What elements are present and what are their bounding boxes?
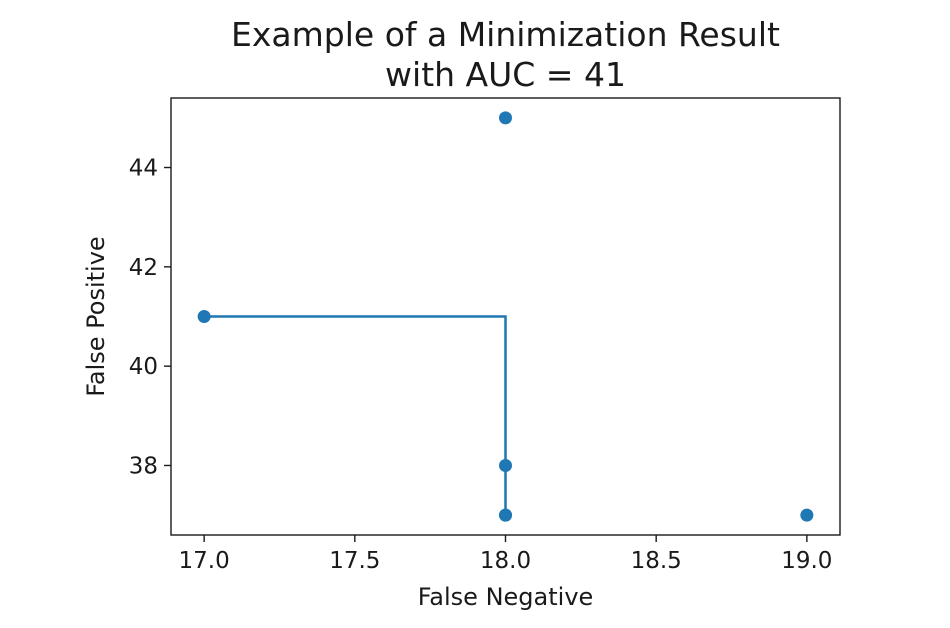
y-axis: 38 40 42 44 [129, 156, 171, 479]
chart-title-line: Example of a Minimization Result [231, 15, 780, 54]
series-line-pareto-front [204, 315, 507, 516]
x-axis: 17.0 17.5 18.0 18.5 19.0 [179, 535, 832, 574]
y-axis-label: False Positive [82, 236, 110, 396]
data-point [800, 508, 814, 522]
y-tick-label: 40 [129, 354, 158, 380]
data-point [499, 111, 512, 125]
x-tick-label: 18.5 [631, 548, 682, 574]
y-tick-label: 38 [129, 453, 158, 479]
x-tick-label: 17.0 [179, 548, 230, 574]
chart-title-line: with AUC = 41 [385, 55, 626, 94]
x-tick-label: 19.0 [781, 548, 832, 574]
data-point [499, 508, 512, 522]
series-points [197, 111, 814, 522]
y-tick-label: 44 [129, 156, 158, 182]
data-point [499, 458, 512, 472]
x-tick-label: 17.5 [329, 548, 380, 574]
x-tick-label: 18.0 [480, 548, 531, 574]
series-lines [204, 315, 507, 516]
data-point [197, 310, 211, 323]
x-axis-label: False Negative [418, 583, 594, 611]
y-tick-label: 42 [129, 255, 158, 281]
